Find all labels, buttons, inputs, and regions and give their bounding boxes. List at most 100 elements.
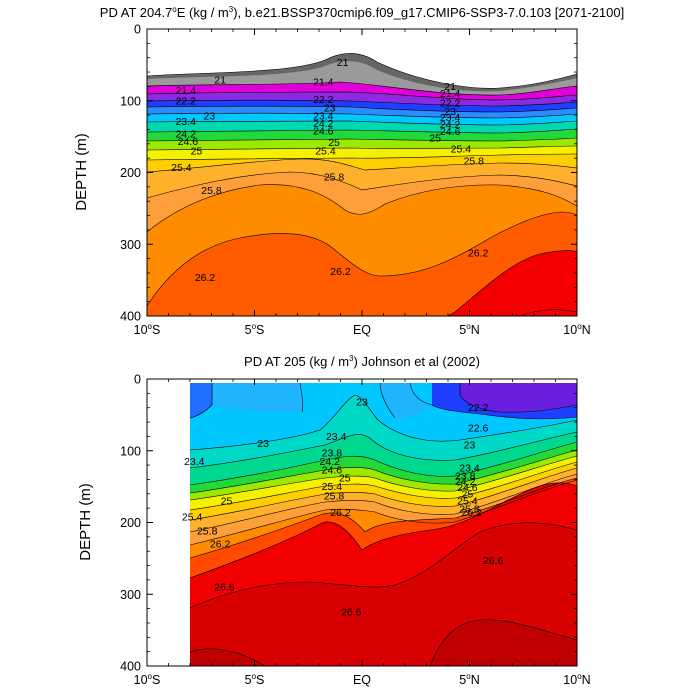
bottom-contour-label: 26.2 [210, 539, 231, 551]
bottom-contour-label: 24.6 [457, 482, 478, 494]
top-y-tick-label: 200 [120, 166, 141, 180]
top-contour-label: 24.2 [440, 119, 461, 131]
bottom-contour-labels: 23 22.222.623 2323.423.423.423.823.824.224… [182, 396, 504, 618]
bottom-contour-label: 22.6 [468, 422, 489, 434]
top-band-redorange [147, 212, 577, 316]
top-contour-label: 26.2 [330, 266, 351, 278]
bottom-y-tick-label: 100 [120, 444, 141, 458]
bottom-contour-label: 25.8 [459, 503, 480, 515]
top-contour-label: 21 [214, 74, 226, 86]
bottom-x-tick-label: 5oS [245, 672, 265, 687]
top-contour-label: 24.2 [175, 128, 196, 140]
top-x-tick-label: 10oN [563, 322, 590, 337]
bottom-contour-fill [147, 379, 577, 666]
bottom-y-tick-label: 300 [120, 588, 141, 602]
bottom-contour-label: 26.2 [461, 507, 482, 519]
bottom-band-crimson [430, 619, 577, 666]
top-contour-label: 25.4 [171, 162, 192, 174]
top-contour-label: 21 [337, 57, 349, 69]
bottom-contour-label: 23.4 [184, 456, 205, 468]
top-contour-label: 25 [429, 133, 441, 145]
bottom-band-purple [460, 383, 577, 413]
top-contour-label: 23 [444, 106, 456, 118]
bottom-contour-label: 26.6 [341, 607, 362, 619]
bottom-contour-label: 25.8 [324, 490, 345, 502]
top-x-tick-label: 5oN [459, 322, 479, 337]
bottom-contour-label: 25 [339, 473, 351, 485]
bottom-contour-label: 26.6 [483, 555, 504, 567]
top-contour-label: 21.4 [175, 85, 196, 97]
top-contour-label: 21.4 [313, 77, 334, 89]
bottom-band-azure-mid [380, 383, 432, 419]
top-y-tick-label: 100 [120, 94, 141, 108]
top-contour-line-26-6 [519, 309, 577, 316]
bottom-contour-label: 25.4 [457, 495, 478, 507]
bottom-x-tick-label: 10oS [134, 672, 161, 687]
top-y-axis: 0 100 200 300 400 [120, 23, 577, 324]
bottom-band-blue-left [190, 383, 212, 418]
bottom-contour-label: 25.8 [197, 526, 218, 538]
bottom-contour-label: 23.4 [326, 431, 347, 443]
top-y-tick-label: 400 [120, 310, 141, 324]
top-y-tick-label: 300 [120, 238, 141, 252]
bottom-contour-label: 23.8 [322, 447, 343, 459]
top-contour-label: 25 [328, 137, 340, 149]
bottom-y-axis: 0 100 200 300 400 [120, 373, 577, 674]
bottom-contour-label: 22.2 [468, 402, 489, 414]
top-title: PD AT 204.7oE (kg / m3), b.e21.BSSP370cm… [100, 5, 624, 20]
bottom-contour-label: 25.4 [322, 481, 343, 493]
bottom-contour-label: 23 [464, 440, 476, 452]
bottom-contour-label: 25.4 [182, 511, 203, 523]
bottom-y-tick-label: 200 [120, 516, 141, 530]
top-contour-label: 24.6 [178, 136, 199, 148]
top-contour-label: 22.2 [175, 95, 196, 107]
bottom-x-axis: 10oS 5oS EQ 5oN 10oN [134, 379, 591, 687]
top-contour-lines [147, 53, 577, 316]
top-y-tick-label: 0 [134, 23, 141, 37]
bottom-title: PD AT 205 (kg / m3) Johnson et al (2002) [244, 354, 480, 369]
bottom-x-tick-label: 5oN [459, 672, 479, 687]
top-contour-label: 23 [204, 110, 216, 122]
top-panel: PD AT 204.7oE (kg / m3), b.e21.BSSP370cm… [73, 5, 624, 337]
top-contour-label: 23.4 [440, 112, 461, 124]
top-x-tick-label: 5oS [245, 322, 265, 337]
top-contour-label: 26.2 [468, 247, 489, 259]
top-x-tick-label: 10oS [134, 322, 161, 337]
top-contour-label: 24.6 [440, 126, 461, 138]
bottom-contour-label: 24.6 [322, 465, 343, 477]
top-contour-label: 26.2 [195, 272, 216, 284]
top-contour-label: 25.4 [451, 143, 472, 155]
bottom-contour-label: 23.8 [455, 470, 476, 482]
bottom-contour-lines [189, 382, 577, 666]
top-contour-label: 25 [191, 145, 203, 157]
top-contour-label: 24.2 [313, 118, 334, 130]
top-contour-label: 21.4 [440, 88, 461, 100]
top-x-tick-label: EQ [353, 323, 371, 337]
top-contour-label: 25.4 [315, 145, 336, 157]
bottom-y-tick-label: 0 [134, 373, 141, 387]
bottom-contour-label: 26.2 [330, 507, 351, 519]
bottom-contour-label: 25 [462, 488, 474, 500]
top-contour-label: 24.6 [313, 125, 334, 137]
bottom-y-axis-label: DEPTH (m) [77, 483, 94, 561]
top-band-red [147, 250, 577, 316]
top-contour-label: 21 [444, 81, 456, 93]
bottom-band-crimson-left [190, 648, 265, 666]
top-contour-label: 23 [324, 102, 336, 114]
bottom-contour-label: 25 [221, 495, 233, 507]
bottom-x-tick-label: 10oN [563, 672, 590, 687]
top-contour-label: 23.4 [175, 116, 196, 128]
bottom-contour-label: 24.2 [455, 476, 476, 488]
top-contour-label: 22.2 [313, 94, 334, 106]
bottom-contour-label: 23 [257, 438, 269, 450]
top-contour-label: 23.4 [313, 110, 334, 122]
bottom-contour-label: 23 [356, 396, 368, 408]
top-x-axis: 10oS 5oS EQ 5oN 10oN [134, 29, 591, 337]
bottom-panel: PD AT 205 (kg / m3) Johnson et al (2002) [77, 354, 591, 687]
bottom-contour-label: 26.6 [214, 582, 235, 594]
top-contour-label: 25.8 [324, 171, 345, 183]
top-contour-label: 25.8 [464, 156, 485, 168]
bottom-contour-label: 23.4 [459, 462, 480, 474]
